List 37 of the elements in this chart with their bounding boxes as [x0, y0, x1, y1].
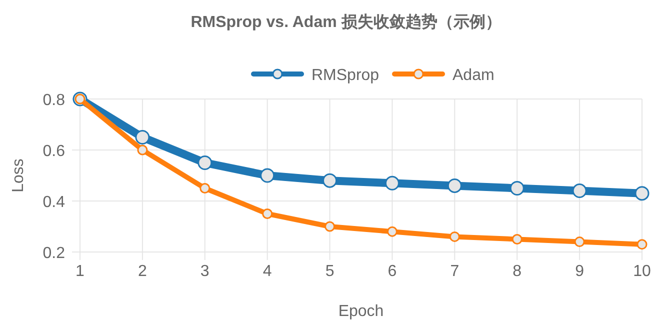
x-tick-label: 10 [633, 263, 651, 280]
point [324, 221, 336, 232]
x-tick-label: 1 [76, 263, 85, 280]
x-tick-label: 5 [325, 263, 334, 280]
point [512, 234, 522, 244]
point [386, 226, 398, 237]
point [510, 181, 524, 196]
point [322, 173, 338, 188]
x-tick-label: 9 [575, 263, 584, 280]
y-tick-label: 0.2 [42, 245, 66, 262]
x-tick-label: 7 [450, 263, 460, 280]
point [384, 176, 400, 190]
point [260, 168, 275, 183]
point [636, 239, 648, 250]
point [447, 178, 462, 193]
point [574, 236, 585, 248]
point [137, 144, 148, 156]
point [200, 183, 210, 194]
point [634, 186, 650, 201]
point [198, 156, 212, 170]
x-tick-label: 8 [512, 263, 522, 280]
y-axis-title: Loss [10, 158, 27, 192]
x-tick-label: 3 [200, 263, 210, 280]
x-tick-label: 6 [388, 263, 397, 280]
point [262, 208, 273, 219]
chart-title: RMSprop vs. Adam 损失收敛趋势（示例） [190, 13, 502, 31]
point [572, 184, 587, 198]
y-tick-label: 0.4 [42, 194, 66, 211]
point [449, 231, 460, 242]
x-tick-label: 2 [138, 263, 147, 280]
legend-label: RMSprop [312, 67, 380, 84]
x-tick-label: 4 [262, 263, 272, 280]
x-axis-title: Epoch [338, 303, 384, 320]
point [135, 130, 150, 144]
y-tick-label: 0.8 [42, 92, 66, 109]
y-tick-label: 0.6 [42, 143, 66, 160]
legend-label: Adam [452, 67, 494, 84]
